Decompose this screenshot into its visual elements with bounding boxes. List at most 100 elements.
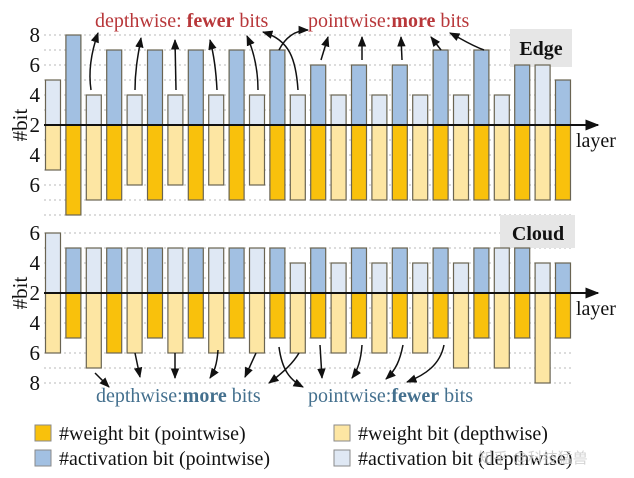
y-tick-label: 4 [30, 83, 41, 107]
weight-bar-pointwise [269, 124, 286, 201]
annotation-arrow [209, 349, 219, 379]
annotation-arrow [268, 352, 300, 384]
activation-bar-pointwise [146, 49, 164, 126]
annotation-bold: more [183, 385, 227, 407]
annotation-plain: depthwise: [95, 10, 187, 32]
weight-bar-pointwise [473, 124, 490, 201]
panel-title: Edge [519, 38, 562, 60]
y-tick-label: 6 [30, 173, 41, 197]
weight-bar-pointwise [554, 292, 572, 339]
weight-bar-depthwise [371, 124, 388, 201]
activation-bar-pointwise [310, 64, 327, 126]
annotation-arrow [351, 344, 363, 379]
activation-bar-pointwise [228, 247, 245, 294]
activation-bar-pointwise [106, 49, 123, 126]
weight-bar-pointwise [554, 124, 572, 201]
activation-bar-depthwise [85, 247, 102, 294]
activation-bar-pointwise [554, 262, 572, 294]
activation-bar-depthwise [412, 262, 429, 294]
annotation-plain: pointwise: [308, 10, 391, 32]
weight-bar-depthwise [289, 292, 306, 354]
activation-bar-depthwise [248, 94, 266, 126]
annotation-text: depthwise:more bits [96, 385, 261, 407]
weight-bar-depthwise [412, 124, 429, 201]
legend-swatch-weight-depthwise [333, 424, 351, 442]
weight-bar-pointwise [391, 124, 408, 201]
weight-bar-depthwise [493, 292, 510, 369]
activation-bar-pointwise [269, 49, 286, 126]
weight-bar-depthwise [534, 124, 551, 201]
activation-bar-depthwise [167, 94, 184, 126]
activation-bar-pointwise [350, 64, 368, 126]
activation-bar-pointwise [350, 247, 368, 294]
activation-bar-pointwise [310, 247, 327, 294]
annotation-arrow [170, 38, 180, 91]
annotation-arrow [278, 25, 310, 51]
weight-bar-pointwise [432, 124, 449, 201]
activation-bar-depthwise [371, 94, 388, 126]
x-axis-label: layer [576, 298, 616, 320]
annotation-text: depthwise: fewer bits [95, 10, 269, 32]
activation-bar-depthwise [289, 94, 306, 126]
weight-bar-pointwise [350, 292, 368, 339]
activation-bar-depthwise [493, 247, 510, 294]
y-tick-label: 2 [30, 113, 41, 137]
annotation-arrow [397, 35, 406, 61]
legend-swatch-activation-depthwise [333, 449, 351, 467]
annotation-tail: bits [227, 385, 261, 407]
weight-bar-depthwise [44, 292, 62, 354]
panel-label-backgrounds [500, 29, 575, 248]
y-tick-label: 4 [30, 251, 41, 275]
activation-bar-pointwise [554, 79, 572, 126]
weight-bar-depthwise [208, 124, 225, 186]
y-tick-label: 4 [30, 311, 41, 335]
legend-label: #weight bit (pointwise) [59, 423, 246, 445]
weight-bar-depthwise [248, 124, 266, 186]
activation-bar-depthwise [167, 247, 184, 294]
x-axis-label: layer [576, 130, 616, 152]
activation-bar-pointwise [391, 247, 408, 294]
panel-label-bg [500, 215, 575, 248]
activation-bar-depthwise [412, 94, 429, 126]
annotation-arrow [89, 32, 99, 91]
annotation-arrow [385, 344, 404, 380]
activation-bar-depthwise [534, 262, 551, 294]
annotation-arrow [261, 30, 299, 91]
weight-bar-pointwise [310, 292, 327, 339]
annotation-arrow [278, 346, 304, 388]
activation-bar-pointwise [473, 49, 490, 126]
weight-bar-pointwise [310, 124, 327, 201]
y-tick-label: 6 [30, 341, 41, 365]
weight-bar-depthwise [44, 124, 62, 171]
weight-bar-depthwise [452, 124, 470, 201]
panel-title: Cloud [512, 223, 564, 245]
weight-bar-depthwise [126, 124, 143, 186]
activation-bar-pointwise [187, 49, 204, 126]
weight-bar-depthwise [452, 292, 470, 369]
annotation-arrow [133, 352, 143, 379]
activation-bar-pointwise [391, 64, 408, 126]
weight-bar-pointwise [106, 292, 123, 354]
bars [44, 34, 572, 384]
weight-bar-pointwise [473, 292, 490, 339]
annotation-bold: fewer [391, 385, 439, 407]
annotation-arrow [134, 36, 144, 91]
annotation-arrow [320, 35, 330, 61]
activation-bar-pointwise [146, 247, 164, 294]
activation-bar-depthwise [452, 94, 470, 126]
activation-bar-depthwise [452, 262, 470, 294]
activation-bar-pointwise [473, 247, 490, 294]
activation-bar-pointwise [432, 49, 449, 126]
activation-bar-depthwise [126, 94, 143, 126]
weight-bar-pointwise [228, 124, 245, 201]
weight-bar-depthwise [330, 292, 347, 354]
activation-bar-depthwise [248, 247, 266, 294]
activation-bar-depthwise [493, 94, 510, 126]
activation-bar-pointwise [228, 49, 245, 126]
weight-bar-pointwise [187, 292, 204, 339]
weight-bar-pointwise [432, 292, 449, 339]
legend-label: #activation bit (depthwise) [358, 448, 572, 470]
panel-label-bg [510, 29, 572, 67]
activation-bar-depthwise [44, 232, 62, 294]
